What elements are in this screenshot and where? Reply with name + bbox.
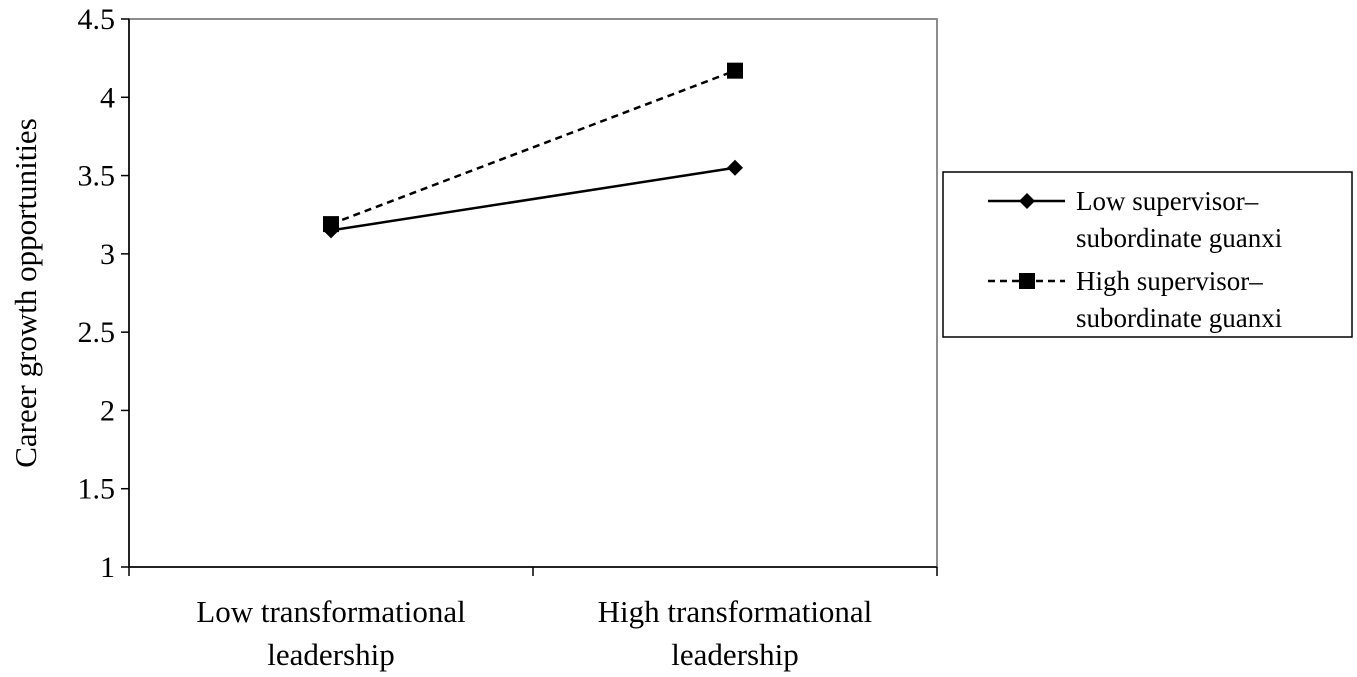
y-tick-label: 1.5 [78, 473, 116, 506]
legend-square-marker [1019, 273, 1035, 289]
legend-diamond-marker [1019, 193, 1035, 209]
y-tick-label: 2 [100, 394, 115, 427]
legend-label: Low supervisor– [1076, 186, 1259, 216]
x-category-label: leadership [267, 637, 394, 672]
y-axis-title: Career growth opportunities [8, 118, 43, 468]
square-marker [727, 62, 743, 79]
y-tick-label: 1 [100, 551, 115, 584]
plot-area-border [128, 18, 938, 568]
series-line [330, 166, 736, 232]
legend-box [942, 171, 1353, 338]
diamond-marker [323, 222, 339, 239]
series-low-guanxi [323, 159, 743, 239]
series-line [330, 69, 736, 226]
legend: Low supervisor– subordinate guanxi High su… [942, 171, 1353, 338]
y-tick-label: 4 [100, 81, 115, 114]
y-tick-label: 2.5 [78, 316, 116, 349]
y-axis: 1 1.5 2 2.5 3 3.5 4 4.5 [78, 3, 130, 584]
x-category-label: leadership [671, 637, 798, 672]
x-axis: Low transformational leadership High trans… [128, 566, 938, 672]
legend-label: subordinate guanxi [1076, 303, 1282, 333]
diamond-marker [727, 159, 743, 176]
legend-label: High supervisor– [1076, 266, 1263, 296]
series-layer [323, 62, 743, 239]
x-category-label: Low transformational [196, 594, 465, 629]
y-tick-label: 4.5 [78, 3, 116, 36]
y-tick-label: 3.5 [78, 160, 116, 193]
legend-label: subordinate guanxi [1076, 223, 1282, 253]
y-tick-label: 3 [100, 238, 115, 271]
x-category-label: High transformational [598, 594, 873, 629]
